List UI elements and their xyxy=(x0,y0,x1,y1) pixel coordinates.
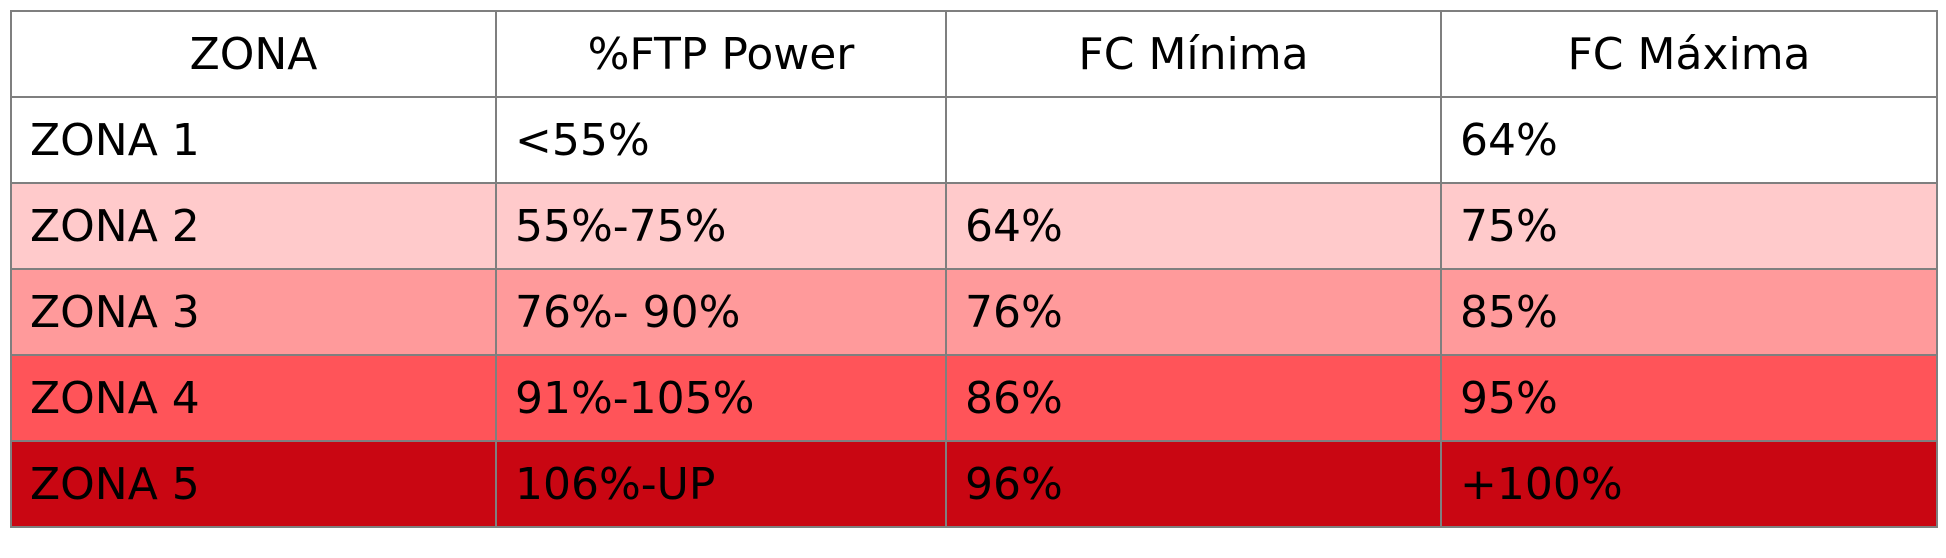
ftp-power-cell: <55% xyxy=(495,96,947,184)
zone-name-cell: ZONA 3 xyxy=(10,268,497,356)
fc-maxima-cell: 64% xyxy=(1440,96,1938,184)
fc-maxima-cell: 85% xyxy=(1440,268,1938,356)
fc-minima-cell: 76% xyxy=(945,268,1442,356)
header-fc-maxima: FC Máxima xyxy=(1440,10,1938,98)
header-fc-minima: FC Mínima xyxy=(945,10,1442,98)
ftp-power-cell: 106%-UP xyxy=(495,440,947,528)
table-row: ZONA 3 76%- 90% 76% 85% xyxy=(10,268,1938,356)
zones-table-container: ZONA %FTP Power FC Mínima FC Máxima ZONA… xyxy=(10,10,1938,528)
table-row: ZONA 5 106%-UP 96% +100% xyxy=(10,440,1938,528)
zone-name-cell: ZONA 1 xyxy=(10,96,497,184)
training-zones-table: ZONA %FTP Power FC Mínima FC Máxima ZONA… xyxy=(10,10,1938,528)
fc-minima-cell: 86% xyxy=(945,354,1442,442)
fc-minima-cell: 64% xyxy=(945,182,1442,270)
zone-name-cell: ZONA 5 xyxy=(10,440,497,528)
fc-maxima-cell: 75% xyxy=(1440,182,1938,270)
header-ftp-power: %FTP Power xyxy=(495,10,947,98)
table-header-row: ZONA %FTP Power FC Mínima FC Máxima xyxy=(10,10,1938,98)
header-zona: ZONA xyxy=(10,10,497,98)
table-row: ZONA 2 55%-75% 64% 75% xyxy=(10,182,1938,270)
fc-minima-cell xyxy=(945,96,1442,184)
ftp-power-cell: 55%-75% xyxy=(495,182,947,270)
zone-name-cell: ZONA 2 xyxy=(10,182,497,270)
fc-minima-cell: 96% xyxy=(945,440,1442,528)
fc-maxima-cell: 95% xyxy=(1440,354,1938,442)
table-row: ZONA 1 <55% 64% xyxy=(10,96,1938,184)
ftp-power-cell: 76%- 90% xyxy=(495,268,947,356)
ftp-power-cell: 91%-105% xyxy=(495,354,947,442)
table-row: ZONA 4 91%-105% 86% 95% xyxy=(10,354,1938,442)
zone-name-cell: ZONA 4 xyxy=(10,354,497,442)
fc-maxima-cell: +100% xyxy=(1440,440,1938,528)
